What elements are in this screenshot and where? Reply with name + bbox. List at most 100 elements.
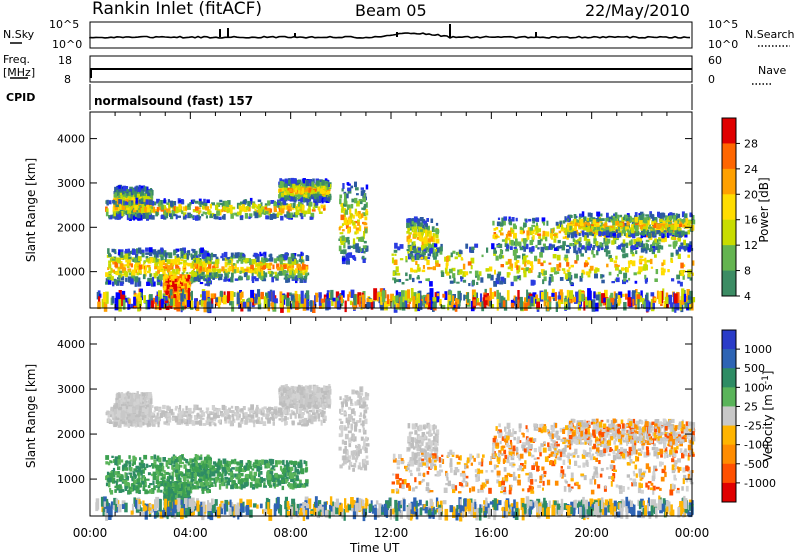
echo-cell: [432, 297, 436, 302]
echo-cell: [139, 249, 144, 255]
echo-cell: [108, 260, 111, 264]
echo-cell: [503, 299, 508, 311]
echo-cell: [556, 303, 560, 307]
echo-cell: [343, 219, 348, 225]
echo-cell: [529, 240, 534, 246]
echo-cell: [258, 271, 262, 274]
echo-cell: [425, 231, 430, 237]
echo-cell: [318, 292, 322, 298]
echo-cell: [162, 282, 166, 288]
echo-cell: [118, 299, 122, 312]
echo-cell: [495, 255, 499, 261]
echo-cell: [577, 247, 581, 251]
echo-cell: [552, 254, 557, 259]
echo-cell: [214, 216, 219, 220]
echo-cell: [427, 256, 431, 260]
echo-cell: [197, 278, 201, 282]
echo-cell: [133, 258, 138, 263]
echo-cell: [200, 300, 204, 307]
echo-cell: [653, 217, 658, 221]
echo-cell: [520, 300, 524, 311]
echo-cell: [340, 208, 343, 213]
echo-cell: [300, 198, 303, 203]
echo-cell: [500, 295, 504, 308]
echo-cell: [543, 276, 547, 282]
echo-cell: [178, 204, 182, 210]
echo-cell: [115, 209, 118, 215]
echo-cell: [151, 200, 155, 206]
echo-cell: [128, 197, 132, 200]
echo-cell: [273, 202, 277, 206]
y-tick-label: 4000: [57, 133, 85, 146]
echo-cell: [631, 227, 635, 234]
echo-cell: [434, 248, 437, 252]
echo-cell: [180, 254, 183, 259]
echo-cell: [308, 189, 311, 193]
echo-cell: [202, 267, 205, 272]
echo-cell: [194, 298, 197, 306]
echo-cell: [625, 293, 628, 300]
echo-cell: [337, 300, 341, 310]
echo-cell: [674, 220, 678, 227]
echo-cell: [133, 215, 136, 221]
echo-cell: [178, 200, 182, 203]
echo-cell: [179, 248, 184, 252]
echo-cell: [305, 290, 310, 300]
echo-cell: [401, 282, 405, 285]
echo-cell: [504, 242, 507, 247]
echo-cell: [445, 263, 449, 269]
echo-cell: [538, 272, 541, 278]
echo-cell: [572, 238, 576, 243]
echo-cell: [115, 271, 119, 276]
echo-cell: [162, 296, 166, 301]
echo-cell: [538, 236, 541, 239]
echo-cell: [549, 233, 554, 239]
echo-cell: [651, 222, 654, 225]
echo-cell: [191, 255, 195, 260]
echo-cell: [501, 255, 505, 259]
echo-cell: [628, 277, 631, 281]
echo-cell: [580, 224, 584, 227]
echo-cell: [584, 296, 588, 306]
echo-cell: [365, 248, 368, 252]
echo-cell: [544, 246, 549, 251]
echo-cell: [205, 252, 210, 256]
echo-cell: [605, 230, 610, 236]
echo-cell: [151, 215, 155, 220]
echo-cell: [408, 254, 413, 257]
echo-cell: [410, 218, 414, 222]
echo-cell: [432, 242, 436, 249]
echo-cell: [541, 291, 545, 300]
echo-cell: [228, 278, 232, 282]
echo-cell: [167, 199, 170, 203]
echo-cell: [602, 218, 605, 221]
echo-cell: [408, 297, 412, 302]
echo-cell: [134, 205, 138, 211]
echo-cell: [484, 300, 488, 306]
echo-cell: [285, 278, 289, 283]
echo-cell: [134, 276, 139, 283]
echo-cell: [284, 255, 288, 261]
echo-cell: [230, 291, 234, 301]
echo-cell: [189, 271, 193, 275]
echo-cell: [671, 232, 675, 236]
echo-cell: [570, 230, 575, 235]
echo-cell: [513, 232, 517, 239]
echo-cell: [408, 246, 411, 253]
echo-cell: [158, 205, 162, 208]
echo-cell: [334, 301, 337, 308]
echo-cell: [323, 192, 326, 197]
echo-cell: [186, 253, 189, 260]
echo-cell: [404, 290, 409, 304]
echo-cell: [195, 275, 199, 279]
echo-cell: [663, 301, 667, 308]
echo-cell: [283, 192, 287, 196]
echo-cell: [569, 290, 574, 300]
echo-cell: [175, 275, 179, 278]
echo-cell: [455, 251, 460, 256]
echo-cell: [354, 181, 357, 188]
echo-cell: [140, 297, 142, 306]
echo-cell: [124, 189, 128, 193]
echo-cell: [119, 192, 123, 196]
echo-cell: [182, 206, 185, 211]
